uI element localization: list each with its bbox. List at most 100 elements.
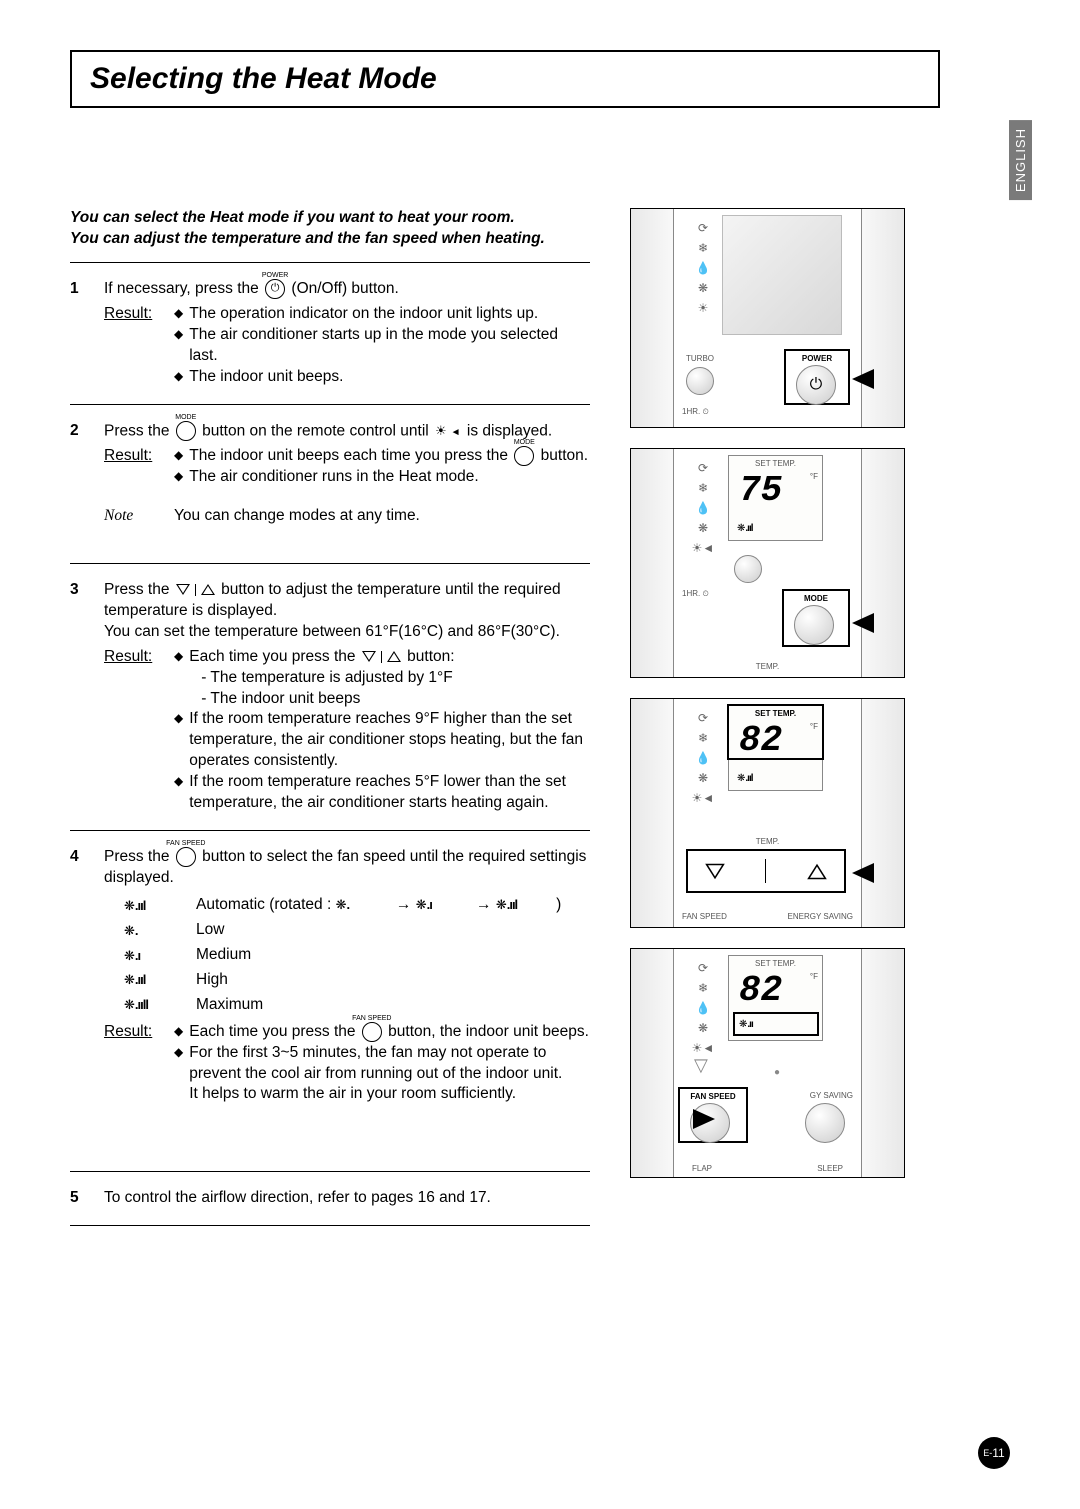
temp-up-icon	[201, 584, 215, 595]
energy-label: ENERGY SAVING	[788, 912, 854, 921]
result-label: Result:	[104, 446, 162, 488]
dot-icon: ●	[774, 1067, 780, 1078]
note-label: Note	[104, 506, 162, 527]
divider	[70, 830, 590, 831]
temp-unit: °F	[810, 972, 818, 981]
remote-body: ⟳ ❄ 💧 ❋ ☀◄ SET TEMP. 82 °F ❋ TEMP.	[673, 699, 862, 927]
remote-diagram-1: ⟳ ❄ 💧 ❋ ☀ TURBO POWER ⏻ 1HR. ⏲	[630, 208, 905, 428]
step-number: 2	[70, 421, 88, 527]
settemp-label: SET TEMP.	[729, 959, 822, 968]
bullet: The air conditioner starts up in the mod…	[174, 325, 590, 367]
temp-unit: °F	[810, 722, 818, 731]
mode-button-icon: MODE	[176, 421, 196, 441]
bullet: For the first 3~5 minutes, the fan may n…	[174, 1043, 590, 1106]
bullet: If the room temperature reaches 9°F high…	[174, 709, 590, 772]
remote-illustrations-column: ⟳ ❄ 💧 ❋ ☀ TURBO POWER ⏻ 1HR. ⏲	[630, 208, 910, 1236]
step-body: Press the button to adjust the temperatu…	[104, 580, 590, 814]
cool-icon: ❄	[698, 481, 708, 495]
temp-down-icon	[176, 584, 190, 595]
step-4-result: Result: Each time you press the FAN SPEE…	[104, 1022, 590, 1106]
page-title-box: Selecting the Heat Mode	[70, 50, 940, 108]
fan-icon: ❋	[496, 896, 552, 914]
mode-label: MODE	[784, 594, 848, 603]
step-number: 4	[70, 847, 88, 1105]
remote-body: ⟳ ❄ 💧 ❋ ☀◄ SET TEMP. 82 °F ❋ ▽ ●	[673, 949, 862, 1177]
step-1-result: Result: The operation indicator on the i…	[104, 304, 590, 388]
divider	[70, 262, 590, 263]
result-label: Result:	[104, 1022, 162, 1106]
bullet: Each time you press the button: - The te…	[174, 647, 590, 710]
bullet: If the room temperature reaches 5°F lowe…	[174, 772, 590, 814]
step-2-result: Result: The indoor unit beeps each time …	[104, 446, 590, 488]
dry-icon: 💧	[696, 1001, 711, 1015]
step-number: 1	[70, 279, 88, 388]
fan-indicator-icon: ❋	[739, 1019, 753, 1030]
auto-icon: ⟳	[698, 711, 708, 725]
page-number: E-11	[978, 1437, 1010, 1469]
intro-text: You can select the Heat mode if you want…	[70, 208, 590, 250]
lcd-display: SET TEMP. 82 °F ❋	[728, 705, 823, 791]
fan-max-row: ❋Maximum	[104, 995, 590, 1016]
callout-arrow-icon	[852, 613, 874, 633]
step-5: 5 To control the airflow direction, refe…	[70, 1182, 590, 1215]
temp-range: You can set the temperature between 61°F…	[104, 622, 590, 643]
step-body: To control the airflow direction, refer …	[104, 1188, 590, 1209]
unmarked-button	[734, 555, 762, 583]
page-title: Selecting the Heat Mode	[90, 62, 920, 96]
temp-label: TEMP.	[674, 662, 861, 671]
fan-icon: ❋	[698, 521, 708, 535]
cool-icon: ❄	[698, 241, 708, 255]
result-bullets: The operation indicator on the indoor un…	[174, 304, 590, 388]
flap-label: FLAP	[692, 1164, 712, 1173]
remote-diagram-2: ⟳ ❄ 💧 ❋ ☀◄ SET TEMP. 75 °F ❋ 1HR. ⏲ MODE	[630, 448, 905, 678]
fanspeed-button-icon: FAN SPEED	[176, 847, 196, 867]
dry-icon: 💧	[696, 501, 711, 515]
content-area: You can select the Heat mode if you want…	[70, 208, 1010, 1236]
divider	[70, 563, 590, 564]
divider-icon	[765, 859, 766, 883]
lcd-display: SET TEMP. 75 °F ❋	[728, 455, 823, 541]
dry-icon: 💧	[696, 751, 711, 765]
step-1-text: If necessary, press the POWER ⏻ (On/Off)…	[104, 279, 590, 300]
result-label: Result:	[104, 647, 162, 814]
step-number: 3	[70, 580, 88, 814]
temp-value: 82	[739, 970, 782, 1011]
bullet: Each time you press the FAN SPEED button…	[174, 1022, 590, 1043]
remote-closed-panel	[722, 215, 842, 335]
heat-icon: ☀◄	[692, 1041, 715, 1055]
dry-icon: 💧	[696, 261, 711, 275]
temp-up-icon	[387, 651, 401, 662]
sub-bullet: - The temperature is adjusted by 1°F	[189, 668, 454, 689]
fan-icon: ❋	[124, 947, 180, 965]
fanspeed-label: FAN SPEED	[682, 912, 727, 921]
remote-body: ⟳ ❄ 💧 ❋ ☀◄ SET TEMP. 75 °F ❋ 1HR. ⏲ MODE	[673, 449, 862, 677]
fan-icon: ❋	[124, 971, 180, 989]
settemp-label: SET TEMP.	[729, 709, 822, 718]
divider-icon	[381, 651, 382, 663]
temp-unit: °F	[810, 472, 818, 481]
language-tab: ENGLISH	[1009, 120, 1032, 200]
fan-icon: ❋	[698, 771, 708, 785]
step-1: 1 If necessary, press the POWER ⏻ (On/Of…	[70, 273, 590, 394]
step-body: If necessary, press the POWER ⏻ (On/Off)…	[104, 279, 590, 388]
lcd-mode-icons: ⟳ ❄ 💧 ❋ ☀◄	[688, 961, 718, 1055]
result-label: Result:	[104, 304, 162, 388]
divider	[70, 1225, 590, 1226]
temp-label: TEMP.	[674, 837, 861, 846]
callout-arrow-icon	[693, 1109, 715, 1129]
cool-icon: ❄	[698, 731, 708, 745]
note-text: You can change modes at any time.	[174, 506, 420, 527]
divider	[70, 1171, 590, 1172]
turbo-label: TURBO	[686, 354, 714, 363]
cool-icon: ❄	[698, 981, 708, 995]
settemp-label: SET TEMP.	[729, 459, 822, 468]
power-button: ⏻	[796, 365, 836, 405]
fan-indicator-highlight: ❋	[733, 1012, 819, 1036]
temp-down-icon	[362, 651, 376, 662]
temp-down-icon	[705, 863, 725, 878]
remote-body: ⟳ ❄ 💧 ❋ ☀ TURBO POWER ⏻ 1HR. ⏲	[673, 209, 862, 427]
temp-value: 82	[739, 720, 782, 761]
callout-arrow-icon	[852, 369, 874, 389]
fan-icon: ❋	[124, 996, 180, 1014]
fan-auto-row: ❋ Automatic (rotated : ❋ → ❋ → ❋ )	[104, 895, 590, 916]
